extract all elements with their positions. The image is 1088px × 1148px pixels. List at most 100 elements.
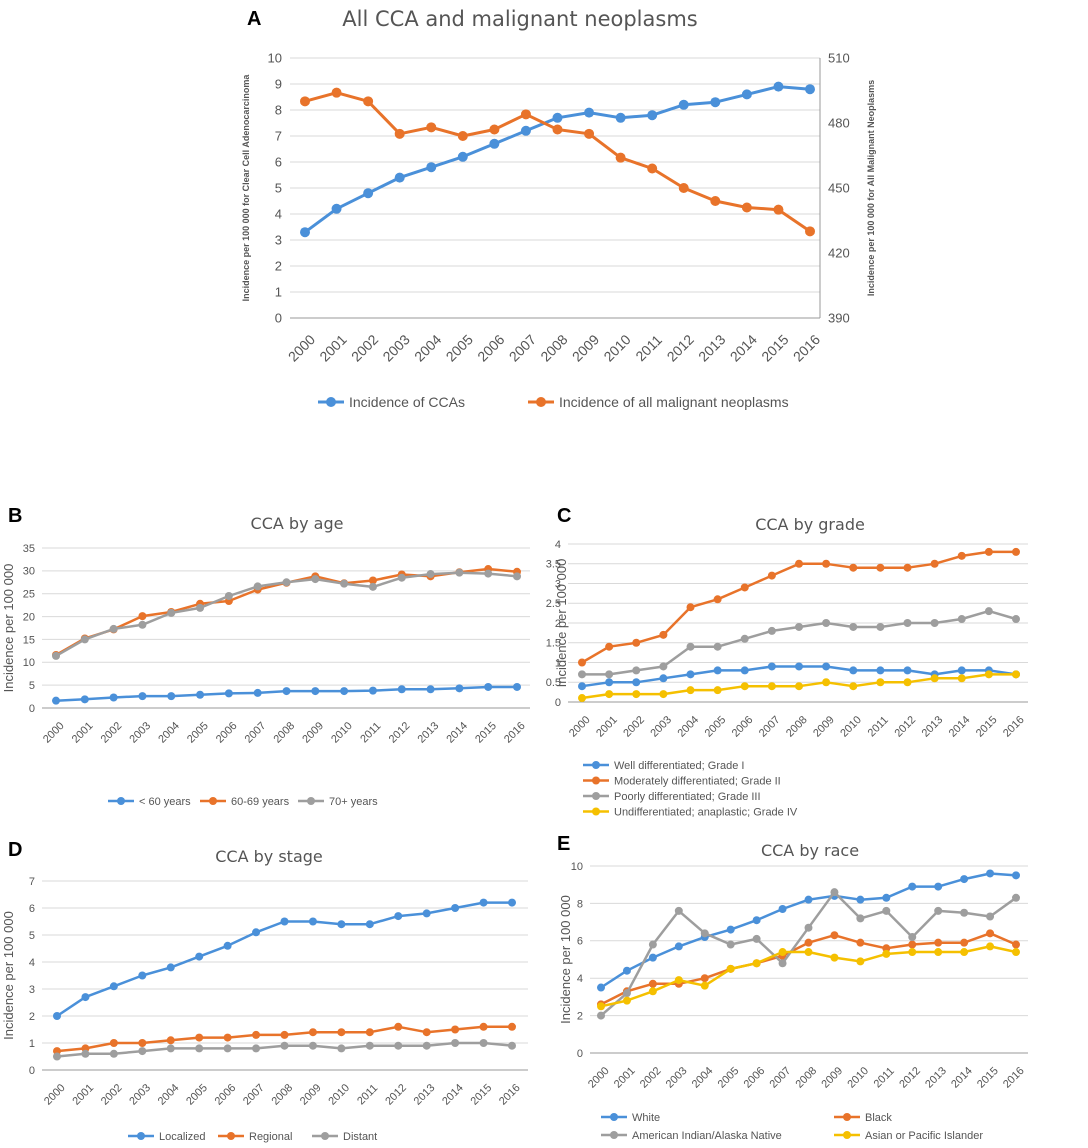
y-tick-label: 10 [23,657,35,669]
x-tick-label: 2014 [444,720,470,746]
data-point [479,1022,488,1031]
x-tick-label: 2013 [920,714,946,740]
x-tick-label: 2002 [621,714,647,740]
x-tick-label: 2015 [758,331,791,364]
x-tick-label: 2010 [326,1082,352,1108]
data-point [674,976,683,985]
y-tick-label: 8 [275,103,282,118]
data-point [337,1028,346,1037]
x-tick-label: 2001 [316,331,349,364]
data-point [686,686,695,695]
legend-entry: Incidence of CCAs [318,394,465,410]
data-point [849,666,858,675]
x-tick-label: 2008 [537,331,570,364]
data-point [479,898,488,907]
data-point [81,993,90,1002]
legend-entry: Incidence of all malignant neoplasms [528,394,789,410]
x-tick-label: 2015 [975,1065,1001,1091]
y-right-axis-label: Incidence per 100 000 for All Malignant … [866,80,876,296]
x-tick-label: 2009 [819,1065,845,1091]
y-tick-label: 7 [29,876,35,888]
legend-entry: White [601,1112,660,1124]
y-tick-label: 0 [275,311,282,326]
legend-label: Distant [343,1131,377,1143]
data-point [741,202,752,213]
x-tick-label: 2010 [600,331,633,364]
x-tick-label: 2015 [974,714,1000,740]
x-tick-label: 2012 [897,1065,923,1091]
legend-label: American Indian/Alaska Native [632,1130,782,1142]
data-point [397,573,406,582]
data-point [605,690,614,699]
data-point [778,959,787,968]
legend-marker [209,797,217,805]
data-point [778,905,787,914]
data-point [686,603,695,612]
data-point [166,963,175,972]
x-tick-label: 2006 [213,1082,239,1108]
data-point [830,931,839,940]
x-tick-label: 2005 [184,1082,210,1108]
data-point [311,575,320,584]
data-point [740,666,749,675]
data-point [597,1011,605,1020]
data-point [223,941,232,950]
x-tick-label: 2011 [355,1082,380,1107]
y-tick-label: 1 [555,657,561,669]
series-regional [53,1022,516,1056]
legend: Incidence of CCAs Incidence of all malign… [318,394,789,410]
data-point [934,882,943,891]
data-point [674,942,683,951]
data-point [767,682,776,691]
data-point [1012,871,1020,880]
data-point [331,87,342,98]
data-point [804,895,813,904]
legend-marker [592,792,600,800]
x-tick-label: 2003 [664,1065,690,1091]
data-point [856,895,865,904]
data-point [138,1047,147,1056]
data-point [311,687,320,696]
x-tick-label: 2005 [185,720,211,746]
data-point [552,112,563,123]
data-point [578,682,586,691]
x-tick-label: 2004 [411,331,444,364]
y-tick-label: 10 [268,51,282,66]
data-point [337,1044,346,1053]
legend-marker [536,397,546,407]
legend-entry: Poorly differentiated; Grade III [583,791,761,803]
y-axis-label: Incidence per 100 000 [1,911,16,1040]
y-tick-label: 3 [29,984,35,996]
y-right-tick-label: 450 [828,181,850,196]
data-point [455,568,464,577]
data-point [960,875,969,884]
legend-marker [843,1131,851,1139]
series-distant [53,1039,516,1061]
data-point [252,928,261,937]
data-point [822,678,831,687]
data-point [908,940,917,949]
legend-entry: Asian or Pacific Islander [834,1130,983,1142]
data-point [331,203,342,214]
series-undifferentiated-anaplastic-grade-iv [578,670,1020,703]
y-tick-label: 1 [275,285,282,300]
legend-label: < 60 years [139,796,191,808]
legend-entry: Distant [312,1131,377,1143]
data-point [795,559,803,568]
data-point [109,982,118,991]
legend-marker [592,807,600,816]
data-point [805,84,815,95]
series--60-years [52,682,521,705]
data-point [908,948,917,957]
x-tick-label: 2012 [664,331,697,364]
x-tick-label: 2004 [690,1065,716,1091]
data-point [196,690,205,699]
x-tick-label: 2016 [502,720,528,746]
data-point [856,914,865,923]
data-point [422,1041,431,1050]
data-point [632,678,641,687]
data-point [365,1041,374,1050]
data-point [986,869,995,878]
data-point [984,607,993,616]
